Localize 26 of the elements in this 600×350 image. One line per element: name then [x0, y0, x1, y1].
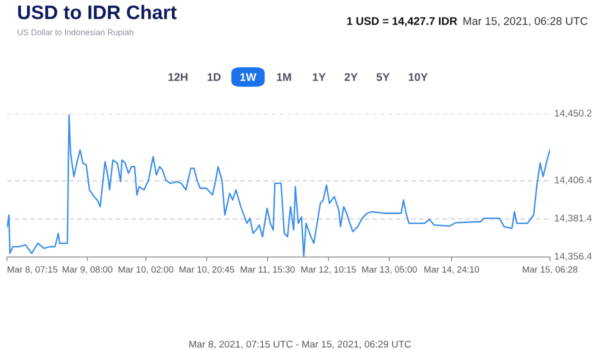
- x-tick-label: Mar 12, 10:15: [301, 266, 356, 274]
- y-tick-label: 14,406.4: [554, 176, 592, 185]
- x-tick-label: Mar 10, 02:00: [118, 266, 174, 274]
- x-tick-label: Mar 14, 24:10: [424, 266, 480, 274]
- chart-subtitle: US Dollar to Indonesian Rupiah: [18, 29, 134, 37]
- x-tick-label: Mar 9, 08:00: [62, 266, 112, 274]
- text: 5Y: [376, 73, 390, 81]
- x-tick-label: Mar 11, 15:30: [240, 266, 295, 274]
- text: 12H: [168, 73, 188, 81]
- x-tick-label: Mar 13, 05:00: [362, 266, 417, 274]
- y-tick-label: 14,356.4: [554, 252, 592, 261]
- text: 1D: [208, 73, 221, 81]
- y-tick-label: 14,450.2: [554, 110, 592, 118]
- chart-title: USD to IDR Chart: [18, 4, 177, 20]
- text: 1M: [276, 73, 291, 81]
- text: 1Y: [312, 73, 326, 81]
- y-tick-label: 14,381.4: [554, 214, 592, 223]
- text: Mar 8, 2021, 07:15 UTC - Mar 15, 2021, 06:29 UTC: [189, 340, 411, 349]
- text: 1 USD = 14,427.7 IDR: [347, 17, 458, 27]
- x-tick-label: Mar 10, 20:45: [180, 266, 234, 274]
- text: Mar 15, 2021, 06:28 UTC: [464, 17, 588, 26]
- x-tick-label: Mar 15, 06:28: [522, 266, 578, 274]
- text: 10Y: [408, 73, 428, 81]
- text: 2Y: [344, 73, 358, 81]
- x-tick-label: Mar 8, 07:15: [8, 266, 58, 274]
- text: 1W: [240, 73, 256, 81]
